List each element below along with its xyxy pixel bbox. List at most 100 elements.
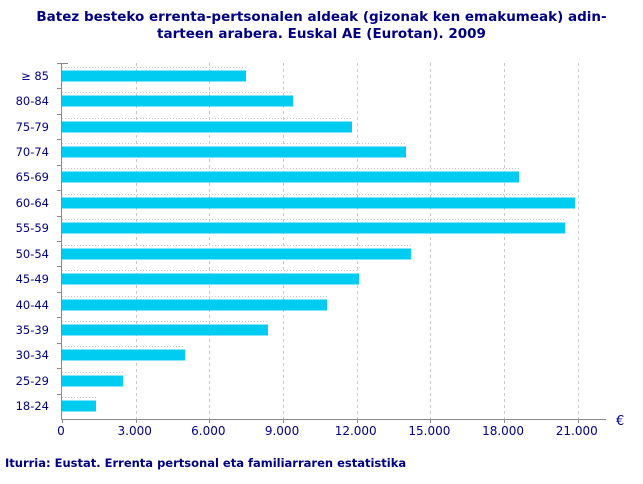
bar xyxy=(62,400,97,412)
y-axis-tick xyxy=(57,241,61,242)
x-axis-labels: 0 3.000 6.000 9.000 12.000 15.000 18.000 21.000 xyxy=(57,424,605,440)
y-axis-tick xyxy=(57,342,61,344)
y-axis-label: 55-59 xyxy=(15,221,49,236)
bar xyxy=(62,146,406,158)
bar xyxy=(62,222,566,234)
y-axis-tick xyxy=(57,291,61,293)
x-axis-label: 21.000 xyxy=(555,424,598,438)
y-axis-label: 30-34 xyxy=(15,348,49,363)
bar-row xyxy=(62,190,606,215)
gridline xyxy=(283,63,285,419)
x-axis-label: 9.000 xyxy=(264,424,300,438)
y-axis-label: 40-44 xyxy=(15,297,49,312)
y-axis-label: 35-39 xyxy=(15,322,49,337)
x-axis-tick xyxy=(430,419,432,423)
x-axis-label: 12.000 xyxy=(334,424,377,438)
bar xyxy=(62,324,269,336)
x-axis-tick xyxy=(135,419,137,423)
gridline xyxy=(504,63,506,419)
plot-area xyxy=(57,63,606,423)
bar-row xyxy=(62,63,606,88)
x-axis-tick xyxy=(283,419,285,423)
bar-top-dotted-line xyxy=(62,219,566,221)
bar-top-dotted-line xyxy=(62,92,293,94)
x-axis-tick xyxy=(209,419,211,423)
y-axis-label: 75-79 xyxy=(15,119,49,134)
x-axis-tick xyxy=(504,419,506,423)
bar-row xyxy=(62,343,606,368)
y-axis-tick xyxy=(57,88,61,90)
y-axis-tick xyxy=(57,139,61,141)
chart-title-line1: Batez besteko errenta-pertsonalen aldeak… xyxy=(36,9,607,25)
bar xyxy=(62,171,519,183)
bar-top-dotted-line xyxy=(62,371,124,373)
bar-top-dotted-line xyxy=(62,66,247,68)
gridline xyxy=(430,63,432,419)
gridline xyxy=(135,63,137,419)
bar-row xyxy=(62,165,606,190)
bar-top-dotted-line xyxy=(62,270,360,272)
y-axis-label: 65-69 xyxy=(15,170,49,185)
bar-row xyxy=(62,114,606,139)
bar xyxy=(62,121,352,133)
bar-row xyxy=(62,317,606,342)
x-axis-tick xyxy=(62,419,63,423)
bar xyxy=(62,70,247,82)
bar-top-dotted-line xyxy=(62,244,411,246)
bar-top-dotted-line xyxy=(62,193,576,195)
y-axis-tick xyxy=(57,113,61,115)
y-axis-label: 18-24 xyxy=(15,399,49,414)
x-axis-label: 6.000 xyxy=(191,424,226,438)
y-axis-tick xyxy=(57,368,61,370)
bar-row xyxy=(62,292,606,317)
bar xyxy=(62,299,328,310)
y-axis-labels: ≥ 85 80-84 75-79 70-74 65-69 60-64 55-59 50-54 4… xyxy=(0,63,55,419)
bar xyxy=(62,95,293,107)
x-axis-tick xyxy=(577,419,579,423)
y-axis-label: 60-64 xyxy=(15,195,49,210)
bar-top-dotted-line xyxy=(62,117,352,119)
bar-top-dotted-line xyxy=(62,346,185,348)
bar-row xyxy=(62,393,606,418)
gridline xyxy=(577,63,579,419)
y-axis-tick xyxy=(57,164,61,166)
bar-top-dotted-line xyxy=(62,320,269,322)
bar xyxy=(62,375,124,387)
bar-row xyxy=(62,139,606,164)
x-axis-label: 15.000 xyxy=(408,424,451,438)
bar-top-dotted-line xyxy=(62,168,519,170)
bar-top-dotted-line xyxy=(62,295,328,297)
y-axis-label: ≥ 85 xyxy=(21,68,49,83)
y-axis-label: 70-74 xyxy=(15,144,49,159)
y-axis-tick xyxy=(57,190,61,192)
y-axis-label: 45-49 xyxy=(15,272,49,287)
bar xyxy=(62,197,576,209)
bar-rows xyxy=(62,63,606,419)
y-axis-label: 80-84 xyxy=(15,94,49,109)
x-axis-label: 18.000 xyxy=(482,424,525,438)
bar xyxy=(62,349,185,361)
euro-axis-unit: € xyxy=(616,414,625,429)
y-axis-tick xyxy=(57,63,68,64)
bar-top-dotted-line xyxy=(62,397,97,399)
bar-row xyxy=(62,266,606,291)
x-axis-label: 3.000 xyxy=(117,424,152,438)
chart-title-line2: tarteen arabera. Euskal AE (Eurotan). 20… xyxy=(157,26,486,42)
bar-row xyxy=(62,241,606,266)
bar-row xyxy=(62,216,606,241)
y-axis-tick xyxy=(57,393,61,395)
bar-top-dotted-line xyxy=(62,142,406,144)
y-axis-tick xyxy=(57,215,61,217)
source-footer: Iturria: Eustat. Errenta pertsonal eta f… xyxy=(5,456,407,470)
gridline xyxy=(209,63,211,419)
bar-row xyxy=(62,368,606,393)
bar xyxy=(62,248,411,260)
y-axis-label: 25-29 xyxy=(15,373,49,388)
chart-title: Batez besteko errenta-pertsonalen aldeak… xyxy=(0,9,643,43)
bar xyxy=(62,273,360,285)
gridline xyxy=(356,63,358,419)
y-axis-tick xyxy=(57,266,61,268)
y-axis-tick xyxy=(57,317,61,319)
x-axis-tick xyxy=(356,419,358,423)
